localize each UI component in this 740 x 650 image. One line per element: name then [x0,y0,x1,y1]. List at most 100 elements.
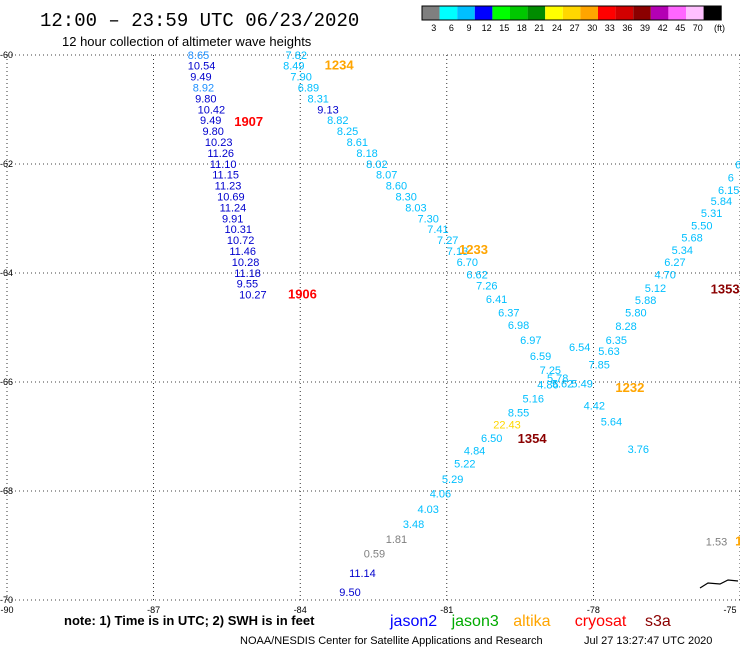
legend-label: 18 [517,23,527,33]
swh-observation: 6.50 [481,433,502,445]
swh-observation: 5.63 [598,346,619,358]
swh-observation: 5.34 [672,245,693,257]
legend-label: 24 [552,23,562,33]
lon-tick-label: -90 [0,605,13,615]
legend-swatch [615,6,634,20]
swh-observation: 6.27 [664,257,685,269]
legend-swatch [650,6,669,20]
swh-observation: 5.12 [645,283,666,295]
swh-observation: 1.81 [386,534,407,546]
legend-swatch [439,6,458,20]
swh-observation: 7.26 [476,280,497,292]
legend-label: 36 [622,23,632,33]
swh-observation: 7.13 [447,246,468,258]
swh-observation: 8.65 [188,50,209,62]
legend-label: 6 [449,23,454,33]
pass-label: 1 [735,534,740,549]
swh-observation: 5.31 [701,208,722,220]
swh-observation: 8.07 [376,170,397,182]
legend-swatch [668,6,686,20]
lon-tick-label: -81 [440,605,453,615]
swh-observation: 0.59 [364,548,385,560]
swh-observation: 4.06 [430,489,451,501]
swh-observation: 8.92 [193,83,214,95]
swh-observation: 9.50 [339,587,360,599]
swh-observation: 5.50 [691,220,712,232]
legend-label: 9 [466,23,471,33]
lat-lon-grid [6,54,740,601]
swh-observation: 4.70 [654,269,675,281]
swh-observation: 9.49 [200,115,221,127]
swh-observation: 5.62 [552,378,573,390]
map-subtitle: 12 hour collection of altimeter wave hei… [62,34,312,49]
swh-observation: 5.78 [547,373,568,385]
legend-label: 39 [640,23,650,33]
legend-unit: (ft) [714,23,725,33]
legend-swatch [580,6,598,20]
swh-observation: 8.82 [327,115,348,127]
swh-observation: 6.15 [718,185,739,197]
swh-observation: 5.80 [625,308,646,320]
coastline [699,579,739,589]
swh-observation: 11.23 [215,181,242,193]
swh-observation: 10.28 [232,257,260,269]
lat-tick-label: -62 [0,159,13,169]
swh-observation: 4.42 [584,400,605,412]
swh-observation: 11.14 [349,568,376,580]
swh-observation: 6.59 [530,351,551,363]
swh-observation: 10.27 [239,290,267,302]
lat-tick-label: -64 [0,268,13,278]
swh-observation: 6.62 [466,269,487,281]
swh-observation: 5.68 [681,232,702,244]
satellite-s3a: s3a [645,613,671,630]
axis-ticks: -60 -62 -64 -66 -68 -70-90 -87 -84 -81 -78 -75 [0,50,737,615]
lon-tick-label: -75 [723,605,736,615]
swh-observation: 10.31 [224,224,252,236]
swh-observation: 10.23 [205,137,233,149]
legend-label: 45 [675,23,685,33]
legend-label: 15 [499,23,509,33]
legend-swatch [422,6,440,20]
swh-observation: 9.80 [195,93,216,105]
swh-observation: 3.76 [628,444,649,456]
swh-observation: 10.54 [188,61,216,73]
swh-observation: 7.85 [589,359,610,371]
swh-observation: 8.03 [405,202,426,214]
legend-swatch [633,6,651,20]
satellite-jason3: jason3 [451,613,499,630]
swh-observation: 11.18 [234,268,261,280]
legend-swatch [527,6,546,20]
lon-tick-label: -87 [147,605,160,615]
satellite-altika: altika [513,613,550,630]
lat-tick-label: -70 [0,595,13,605]
swh-observation: 9.49 [190,72,211,84]
swh-observation: 9.80 [202,126,223,138]
swh-observation: 8.18 [356,148,377,160]
legend-swatch [510,6,528,20]
swh-observation: 6 [728,172,734,184]
pass-label: 1353 [711,282,740,297]
swh-observation: 9.91 [222,213,243,225]
swh-observation: 5.16 [523,394,544,406]
swh-observation: 5.88 [635,295,656,307]
swh-observation: 4.03 [417,504,438,516]
legend-label: 3 [431,23,436,33]
credit-line: NOAA/NESDIS Center for Satellite Applica… [240,635,543,647]
lat-tick-label: -60 [0,50,13,60]
swh-observation: 8.60 [386,181,407,193]
lon-tick-label: -84 [294,605,307,615]
swh-observation: 5.22 [454,459,475,471]
legend-swatch [474,6,493,20]
swh-observation: 4.86 [537,380,558,392]
swh-observation: 3.48 [403,519,424,531]
pass-label: 1233 [459,242,488,257]
swh-observation: 6.70 [457,257,478,269]
swh-observation: 7.30 [417,213,438,225]
swh-observation: 8.25 [337,126,358,138]
swh-observation: 8.31 [308,93,329,105]
swh-observation: 8.61 [347,137,368,149]
legend-label: 42 [658,23,668,33]
swh-observation: 10.69 [217,192,245,204]
satellite-cryosat: cryosat [575,613,627,630]
swh-observation: 11.46 [229,246,256,258]
